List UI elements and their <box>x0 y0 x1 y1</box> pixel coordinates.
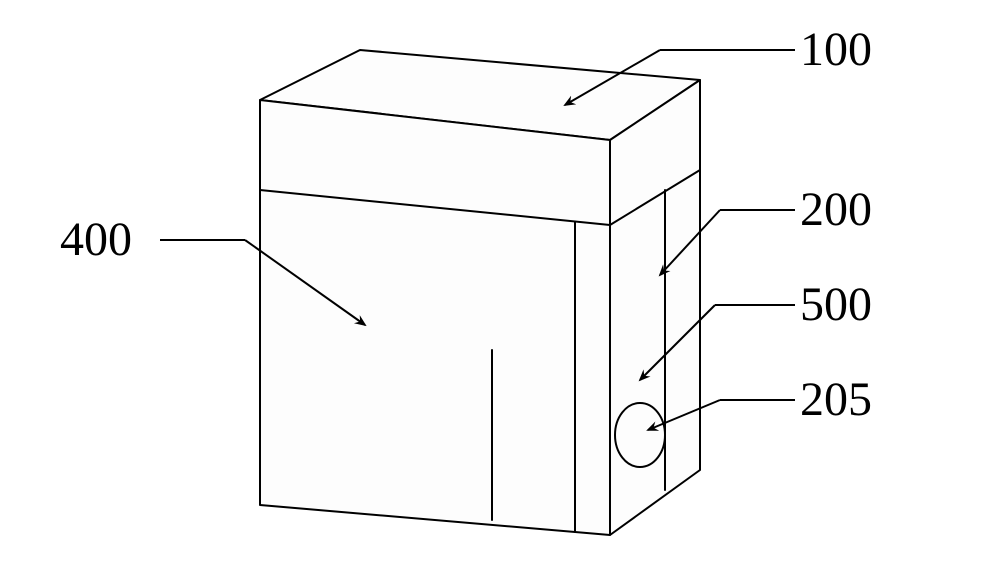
box-front-face <box>260 100 610 535</box>
shape-layer <box>260 50 700 535</box>
label-100: 100 <box>800 23 872 76</box>
technical-diagram: 100 200 500 205 400 <box>0 0 1000 582</box>
label-200: 200 <box>800 183 872 236</box>
box-side-face <box>610 80 700 535</box>
label-400: 400 <box>60 213 132 266</box>
port-205 <box>615 403 665 467</box>
label-500: 500 <box>800 278 872 331</box>
label-205: 205 <box>800 373 872 426</box>
